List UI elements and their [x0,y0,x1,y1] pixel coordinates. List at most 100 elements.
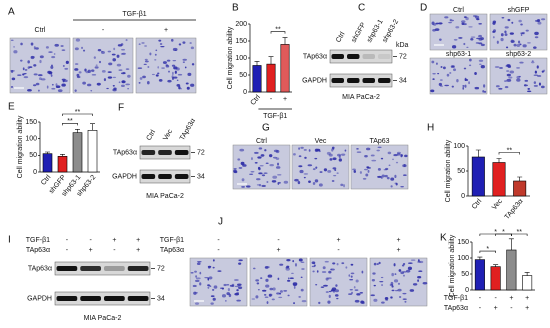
cell [226,284,230,286]
cell [20,59,23,62]
cell [238,286,243,290]
cell [472,14,477,18]
cell [390,177,395,181]
micrograph [189,257,248,307]
cell [207,266,211,269]
cell [318,150,321,153]
cell [422,281,428,285]
cell [90,69,95,72]
cell [74,47,79,51]
cell [470,37,474,41]
cell [359,171,362,174]
cell [432,73,436,75]
cell [107,76,113,79]
cell [51,83,54,86]
cell [268,154,273,158]
cell [269,163,274,167]
cell [537,21,542,25]
significance: ** [507,147,513,154]
bar [72,132,83,173]
bar [87,130,98,173]
cell [534,36,539,39]
cell [468,81,470,85]
cell [377,175,382,178]
panel-label: D [420,3,427,14]
cell [182,41,186,44]
cell [60,45,64,47]
cell [287,277,290,280]
band [362,54,375,59]
cell [300,146,304,149]
cell [464,77,467,82]
cell [91,74,97,76]
condition-name: TGF-β1 [160,237,184,244]
panel-label: G [262,123,270,134]
cell [301,268,305,270]
cell [519,61,524,64]
cell [10,39,14,42]
blot-row-name: GAPDH [302,77,327,84]
blot-strip [54,261,151,276]
cell [462,86,465,90]
cell [318,301,321,305]
cell [298,147,301,150]
cell [158,79,163,82]
y-tick-label: 50 [461,271,469,278]
cell [393,154,398,157]
cell [328,290,332,293]
cell [365,173,369,177]
cell [398,296,402,298]
cell [111,53,116,56]
condition-name: TAp63α [444,305,468,312]
cell [518,75,522,78]
cell [151,73,155,76]
cell [37,89,40,92]
cell [236,291,239,295]
condition-sign: + [112,237,116,244]
cell [455,26,460,29]
cell [285,267,291,271]
cell [166,59,171,62]
cell [277,181,280,185]
cell [11,77,16,81]
cell [51,87,56,90]
cell [381,284,383,287]
cell [314,179,319,183]
blot-marker: 34 [197,173,205,180]
condition-sign: + [525,295,529,302]
band [331,54,344,59]
cell [159,43,163,46]
cell [266,301,269,304]
band [378,54,391,59]
band [127,296,149,301]
cell [254,151,259,154]
cell [212,259,215,262]
y-tick-label: 150 [457,239,469,246]
cell [227,288,230,292]
cell [373,298,378,302]
cell [531,60,534,62]
cell [360,300,364,304]
condition-sign: + [396,247,400,254]
cell [509,32,514,35]
cell [385,167,389,171]
cell [380,276,384,279]
panel-label: K [440,233,447,244]
cell [30,42,34,46]
y-axis-label: Cell migration ability [449,234,456,297]
cell [154,59,157,61]
cell [439,38,442,41]
bar [522,275,533,291]
blot-marker: 34 [399,77,407,84]
cell [312,168,316,171]
cell [167,79,172,83]
cell [451,85,454,88]
cell [383,168,388,171]
cell [504,26,509,29]
cell [94,66,99,69]
cell [403,274,405,277]
cell [99,60,101,64]
cell [348,293,353,295]
cell [90,90,93,92]
cell [461,20,466,24]
